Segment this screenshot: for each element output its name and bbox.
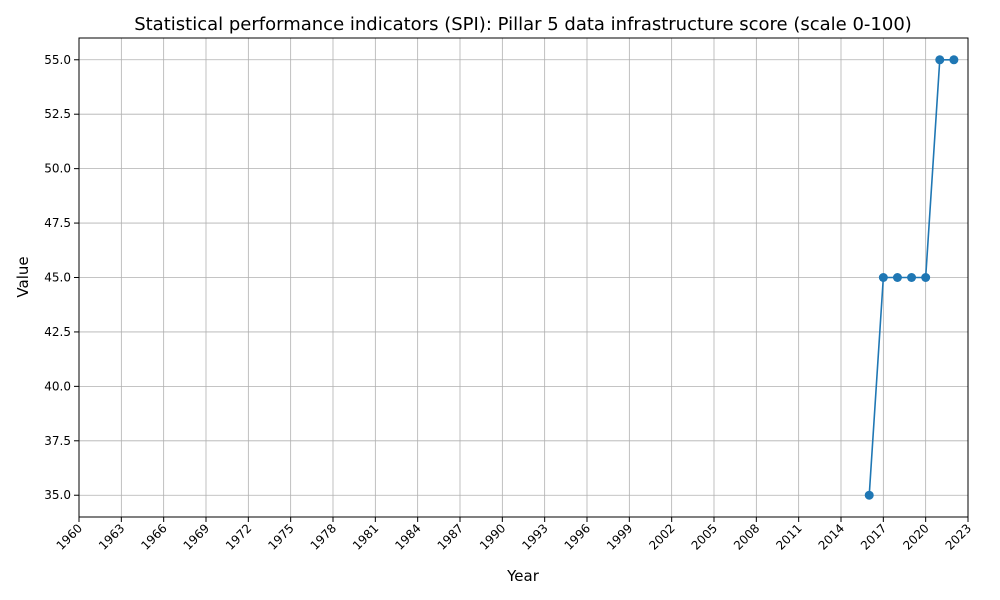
chart-title: Statistical performance indicators (SPI)… xyxy=(134,14,912,35)
y-tick-label: 45.0 xyxy=(44,271,71,285)
grid-layer xyxy=(78,38,969,517)
data-point xyxy=(864,490,874,500)
y-axis-ticks: 35.0 37.5 40.0 42.5 45.0 47.5 50.0 52.5 55.0 xyxy=(44,53,79,502)
y-tick-label: 37.5 xyxy=(44,434,71,448)
data-point xyxy=(949,55,959,65)
y-tick-label: 42.5 xyxy=(44,325,71,339)
data-point xyxy=(892,273,902,282)
data-point xyxy=(935,55,945,65)
y-tick-label: 52.5 xyxy=(44,107,71,121)
data-point xyxy=(878,273,888,282)
x-axis-label: Year xyxy=(506,567,540,585)
data-point xyxy=(921,273,931,282)
y-axis-label: Value xyxy=(14,256,32,297)
y-tick-label: 55.0 xyxy=(44,53,71,67)
y-tick-label: 35.0 xyxy=(44,488,71,502)
y-tick-label: 47.5 xyxy=(44,216,71,230)
y-tick-label: 50.0 xyxy=(44,162,71,176)
data-point xyxy=(907,273,917,282)
y-tick-label: 40.0 xyxy=(44,379,71,393)
series-layer xyxy=(864,55,959,500)
